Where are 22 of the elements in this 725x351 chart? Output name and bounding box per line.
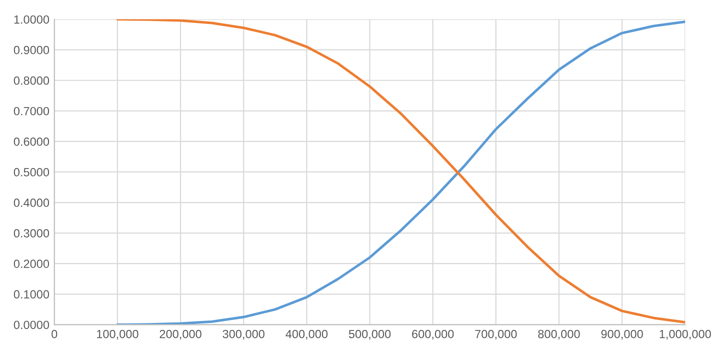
x-tick-label: 700,000: [475, 330, 517, 340]
x-tick-label: 900,000: [601, 330, 643, 340]
x-tick-label: 800,000: [538, 330, 580, 340]
y-tick-label: 0.7000: [14, 106, 50, 116]
x-tick-label: 300,000: [222, 330, 264, 340]
y-tick-label: 1.0000: [14, 15, 50, 24]
x-tick-label: 100,000: [97, 330, 138, 340]
x-tick-label: 400,000: [286, 330, 328, 340]
x-tick-label: 600,000: [412, 330, 454, 340]
y-tick-label: 0.8000: [14, 76, 50, 85]
y-tick-label: 0.9000: [14, 46, 50, 54]
x-tick-label: 200,000: [160, 330, 202, 340]
x-tick-label: 0: [52, 330, 58, 338]
y-tick-label: 0.5000: [14, 168, 50, 176]
y-tick-label: 0.6000: [14, 137, 50, 146]
y-tick-label: 0.4000: [14, 198, 50, 207]
x-tick-label: 1,000,000: [660, 330, 711, 340]
y-tick-label: 0.0000: [14, 320, 50, 330]
y-tick-label: 0.1000: [14, 290, 50, 299]
x-tick-label: 500,000: [348, 330, 391, 340]
y-tick-label: 0.2000: [14, 260, 50, 268]
y-tick-label: 0.3000: [14, 229, 50, 238]
